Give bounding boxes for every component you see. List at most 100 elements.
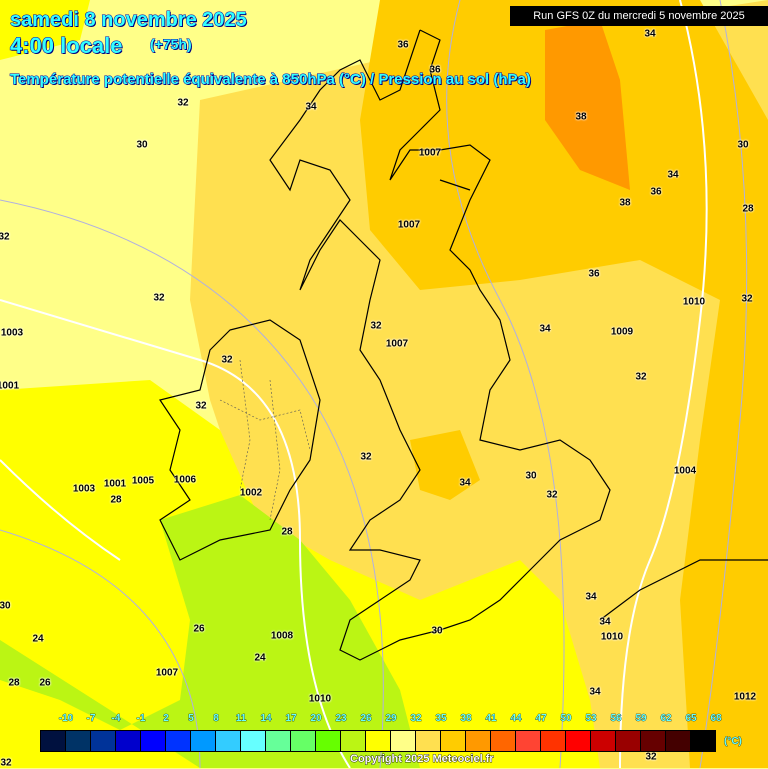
zone-35-38-b [410,430,480,500]
legend-swatch [366,731,391,751]
contour-label: 34 [599,616,611,628]
legend-swatch [191,731,216,751]
contour-label: 28 [8,677,20,689]
contour-label: 28 [742,203,754,215]
legend-tick: 50 [560,713,572,725]
legend-swatch [691,731,715,751]
legend-swatch [316,731,341,751]
contour-label: 36 [588,268,600,280]
color-legend [40,730,716,752]
legend-tick: 32 [410,713,422,725]
legend-swatch [491,731,516,751]
legend-swatch [141,731,166,751]
contour-label: 1007 [385,338,409,350]
admin-borders [219,359,311,521]
legend-tick: 56 [610,713,622,725]
contour-label: 1003 [0,327,24,339]
forecast-time: 4:00 locale [10,33,124,59]
contour-label: 1006 [173,474,197,486]
legend-swatch [616,731,641,751]
zone-38 [545,20,630,190]
legend-swatch [416,731,441,751]
contour-label: 32 [0,231,10,243]
contour-label: 32 [635,371,647,383]
forecast-lead: (+75h) [150,36,193,53]
contour-label: 32 [645,751,657,763]
contour-label: 1001 [0,380,20,392]
contour-label: 1010 [308,693,332,705]
legend-tick: 53 [585,713,597,725]
contour-label: 34 [305,101,317,113]
contour-label: 32 [195,400,207,412]
contour-label: 1002 [239,487,263,499]
contour-label: 30 [525,470,537,482]
legend-swatch [666,731,691,751]
legend-swatch [441,731,466,751]
contour-label: 24 [254,652,266,664]
legend-tick: 35 [435,713,447,725]
legend-tick: 20 [310,713,322,725]
contour-label: 30 [136,139,148,151]
legend-tick: -7 [86,713,96,725]
contour-label: 1001 [103,478,127,490]
legend-swatch [566,731,591,751]
contour-label: 34 [644,28,656,40]
legend-tick: 47 [535,713,547,725]
legend-swatch [591,731,616,751]
contour-label: 1007 [397,219,421,231]
legend-swatch [641,731,666,751]
legend-tick: 5 [188,713,194,725]
contour-label: 32 [741,293,753,305]
contour-label: 34 [459,477,471,489]
zone-23-26 [0,495,420,768]
legend-swatch [116,731,141,751]
contour-label: 26 [193,623,205,635]
legend-swatch [341,731,366,751]
contour-label: 1010 [600,631,624,643]
legend-tick: 59 [635,713,647,725]
zone-35-38 [360,0,768,768]
copyright: Copyright 2025 Meteociel.fr [350,753,494,766]
legend-tick: -10 [58,713,74,725]
legend-tick: 2 [163,713,169,725]
legend-unit: (°C) [724,736,742,748]
legend-swatch [241,731,266,751]
contour-label: 34 [539,323,551,335]
legend-swatch [516,731,541,751]
contour-label: 36 [650,186,662,198]
contour-label: 1003 [72,483,96,495]
contour-label: 1012 [733,691,757,703]
contour-label: 32 [370,320,382,332]
legend-swatch [66,731,91,751]
parameter-title: Température potentielle équivalente à 85… [10,71,532,89]
legend-tick: 8 [213,713,219,725]
contour-label: 1007 [155,667,179,679]
contour-label: 1008 [270,630,294,642]
contour-label: 1009 [610,326,634,338]
legend-tick: -4 [111,713,121,725]
legend-swatch [291,731,316,751]
contour-label: 34 [589,686,601,698]
coastlines [159,29,768,661]
contour-label: 24 [32,633,44,645]
contour-label: 38 [619,197,631,209]
contour-label: 36 [397,39,409,51]
forecast-date: samedi 8 novembre 2025 [10,9,248,32]
zone-29-32 [0,0,90,60]
legend-tick: 23 [335,713,347,725]
contour-label: 1007 [418,147,442,159]
legend-tick: 17 [285,713,297,725]
contour-label: 30 [0,600,11,612]
contour-label: 32 [0,757,12,769]
legend-tick: -1 [136,713,146,725]
legend-swatch [166,731,191,751]
legend-tick: 11 [235,713,247,725]
legend-tick: 62 [660,713,672,725]
legend-tick: 14 [260,713,272,725]
contour-label: 28 [281,526,293,538]
contour-label: 26 [39,677,51,689]
contour-label: 32 [546,489,558,501]
contour-label: 32 [177,97,189,109]
contour-label: 34 [585,591,597,603]
